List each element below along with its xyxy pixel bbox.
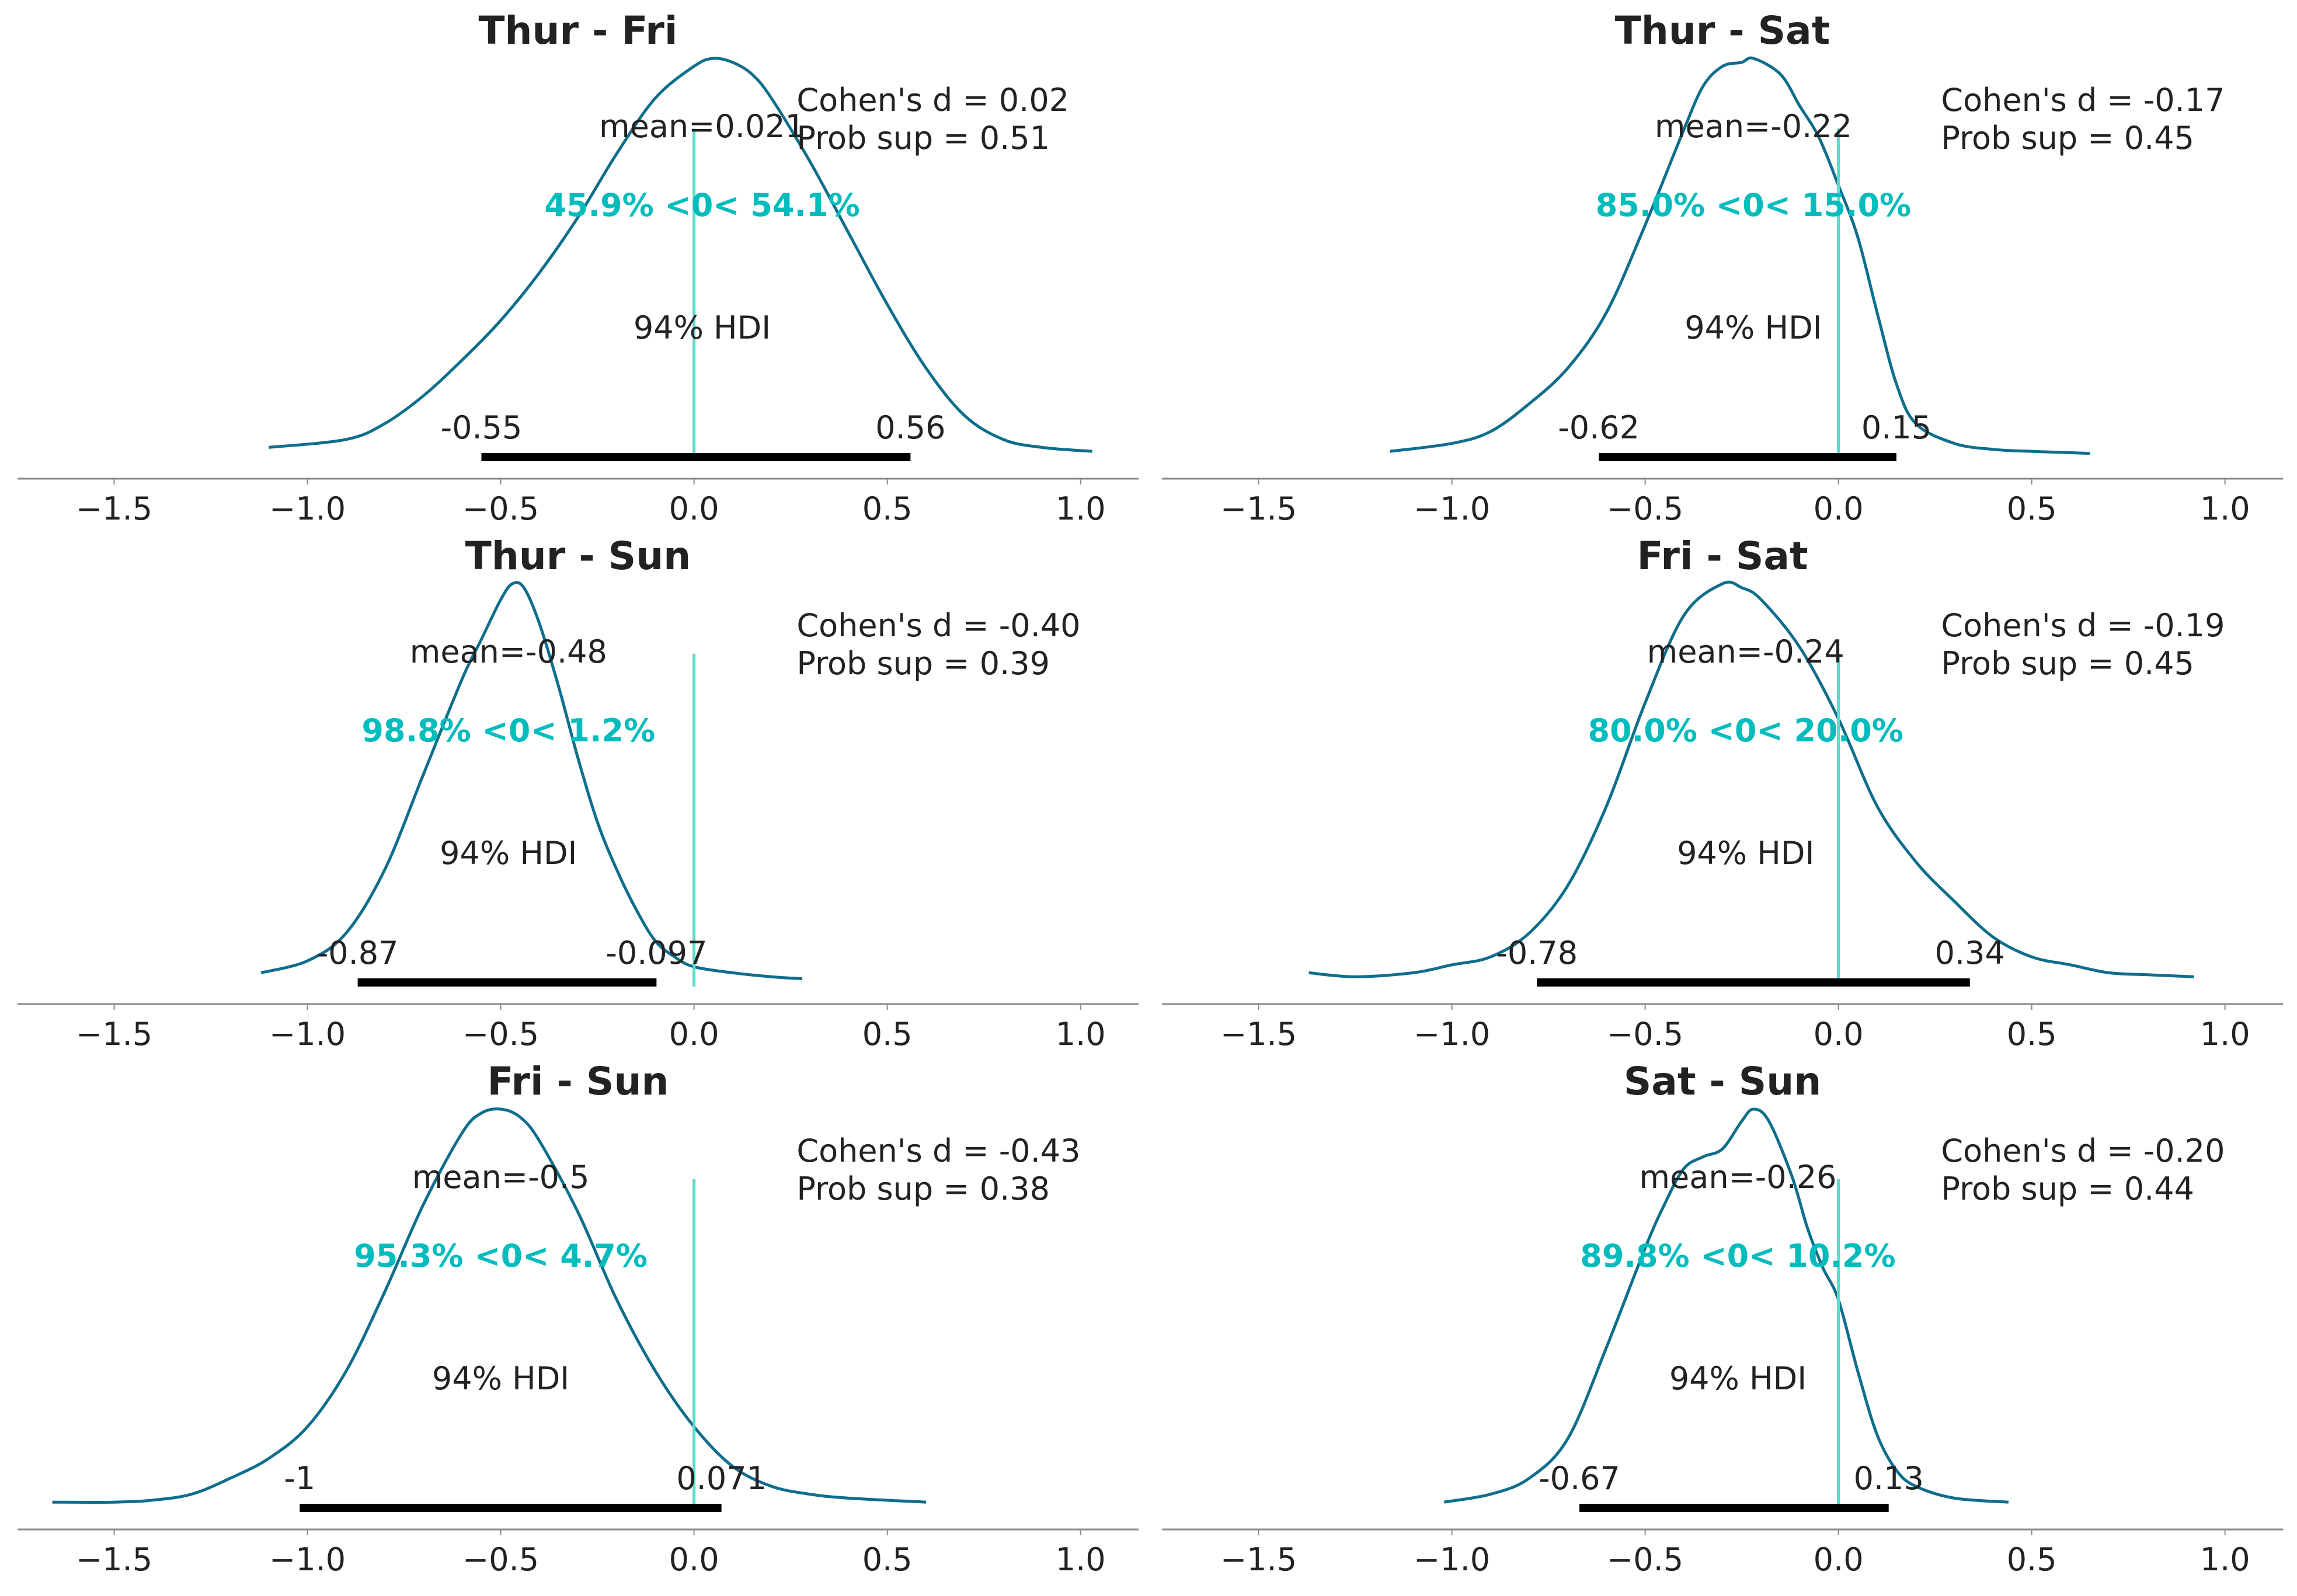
x-tick-label: 0.0 bbox=[669, 1541, 719, 1578]
panel-thur-fri: Thur - Fri −1.5 −1.0 −0.5 0.0 0.5 1.0 -0.55 0.56… bbox=[18, 8, 1139, 527]
hdi-low-label: -0.55 bbox=[441, 409, 523, 446]
x-tick-label: 0.0 bbox=[1814, 490, 1864, 527]
x-tick-label: 1.0 bbox=[1056, 1016, 1106, 1053]
panel-fri-sun: Fri - Sun −1.5 −1.0 −0.5 0.0 0.5 1.0 -1 0.071 94%… bbox=[18, 1059, 1139, 1578]
x-tick-label: −0.5 bbox=[462, 1016, 539, 1053]
panel-title: Fri - Sun bbox=[488, 1059, 669, 1104]
x-tick-label: 0.5 bbox=[2007, 1016, 2057, 1053]
x-tick-label: −1.0 bbox=[1414, 1541, 1490, 1578]
x-tick-label: 0.5 bbox=[2007, 490, 2057, 527]
hdi-high-label: 0.34 bbox=[1935, 935, 2005, 971]
hdi-label: 94% HDI bbox=[1685, 309, 1822, 346]
probability-label: 98.8% <0< 1.2% bbox=[361, 712, 655, 749]
mean-label: mean=-0.26 bbox=[1639, 1159, 1836, 1196]
prob-sup-label: Prob sup = 0.44 bbox=[1941, 1170, 2194, 1207]
cohens-d-label: Cohen's d = -0.19 bbox=[1941, 607, 2225, 644]
x-tick-label: 0.5 bbox=[862, 1016, 913, 1053]
hdi-label: 94% HDI bbox=[432, 1360, 569, 1397]
x-tick-label: 1.0 bbox=[2200, 1541, 2250, 1578]
mean-label: mean=-0.48 bbox=[410, 633, 607, 670]
hdi-low-label: -0.67 bbox=[1539, 1460, 1620, 1497]
mean-label: mean=-0.5 bbox=[412, 1159, 590, 1196]
density-curve bbox=[52, 1107, 927, 1504]
x-tick-label: −1.0 bbox=[269, 1016, 346, 1053]
density-curve bbox=[1308, 580, 2194, 978]
hdi-label: 94% HDI bbox=[440, 835, 577, 872]
hdi-label: 94% HDI bbox=[634, 309, 771, 346]
density-curve bbox=[1443, 1107, 2009, 1504]
x-tick-label: 1.0 bbox=[1056, 1541, 1106, 1578]
probability-label: 95.3% <0< 4.7% bbox=[354, 1238, 648, 1274]
probability-label: 85.0% <0< 15.0% bbox=[1596, 187, 1911, 224]
x-tick-label: −1.0 bbox=[1414, 490, 1490, 527]
x-tick-label: −0.5 bbox=[1607, 490, 1683, 527]
x-tick-label: 0.0 bbox=[1814, 1541, 1864, 1578]
mean-label: mean=-0.22 bbox=[1655, 108, 1852, 145]
panel-fri-sat: Fri - Sat −1.5 −1.0 −0.5 0.0 0.5 1.0 -0.78 0.34 9… bbox=[1162, 534, 2283, 1053]
x-tick-label: −0.5 bbox=[1607, 1016, 1683, 1053]
x-tick-label: −0.5 bbox=[462, 490, 539, 527]
probability-label: 80.0% <0< 20.0% bbox=[1588, 712, 1903, 749]
x-tick-label: 0.0 bbox=[669, 1016, 719, 1053]
x-tick-label: 0.0 bbox=[669, 490, 719, 527]
x-tick-label: 1.0 bbox=[2200, 490, 2250, 527]
panel-title: Thur - Sun bbox=[465, 534, 691, 579]
density-curve bbox=[1390, 56, 2090, 455]
probability-label: 45.9% <0< 54.1% bbox=[544, 187, 859, 224]
prob-sup-label: Prob sup = 0.39 bbox=[796, 645, 1050, 682]
x-tick-label: −1.5 bbox=[1220, 490, 1297, 527]
hdi-high-label: -0.097 bbox=[605, 935, 707, 971]
density-curve bbox=[260, 581, 803, 981]
panel-title: Thur - Sat bbox=[1615, 8, 1830, 53]
panel-title: Sat - Sun bbox=[1624, 1059, 1821, 1104]
cohens-d-label: Cohen's d = 0.02 bbox=[796, 82, 1069, 119]
x-tick-label: 0.5 bbox=[2007, 1541, 2057, 1578]
mean-label: mean=-0.24 bbox=[1647, 633, 1844, 670]
panel-thur-sun: Thur - Sun −1.5 −1.0 −0.5 0.0 0.5 1.0 -0.87 -0.0… bbox=[18, 534, 1139, 1053]
probability-label: 89.8% <0< 10.2% bbox=[1580, 1238, 1895, 1274]
hdi-low-label: -1 bbox=[284, 1460, 315, 1497]
x-tick-label: −1.0 bbox=[1414, 1016, 1490, 1053]
x-tick-label: −1.0 bbox=[269, 1541, 346, 1578]
x-tick-label: −1.5 bbox=[1220, 1016, 1297, 1053]
x-tick-label: −1.0 bbox=[269, 490, 346, 527]
x-tick-label: −1.5 bbox=[1220, 1541, 1297, 1578]
hdi-high-label: 0.15 bbox=[1861, 409, 1931, 446]
hdi-low-label: -0.87 bbox=[317, 935, 399, 971]
prob-sup-label: Prob sup = 0.51 bbox=[796, 120, 1050, 156]
x-tick-label: 0.5 bbox=[862, 1541, 913, 1578]
mean-label: mean=0.021 bbox=[599, 108, 805, 145]
x-tick-label: −1.5 bbox=[76, 490, 152, 527]
hdi-label: 94% HDI bbox=[1677, 835, 1814, 872]
hdi-low-label: -0.78 bbox=[1496, 935, 1578, 971]
prob-sup-label: Prob sup = 0.38 bbox=[796, 1170, 1050, 1207]
panel-title: Fri - Sat bbox=[1637, 534, 1808, 579]
panel-sat-sun: Sat - Sun −1.5 −1.0 −0.5 0.0 0.5 1.0 -0.67 0.13 9… bbox=[1162, 1059, 2283, 1578]
density-curve bbox=[269, 57, 1092, 453]
hdi-high-label: 0.13 bbox=[1854, 1460, 1924, 1497]
hdi-label: 94% HDI bbox=[1669, 1360, 1807, 1397]
cohens-d-label: Cohen's d = -0.40 bbox=[796, 607, 1080, 644]
x-tick-label: 1.0 bbox=[2200, 1016, 2250, 1053]
hdi-high-label: 0.071 bbox=[676, 1460, 767, 1497]
x-tick-label: −0.5 bbox=[462, 1541, 539, 1578]
x-tick-label: 0.5 bbox=[862, 490, 913, 527]
hdi-high-label: 0.56 bbox=[875, 409, 945, 446]
x-tick-label: −0.5 bbox=[1607, 1541, 1683, 1578]
panel-title: Thur - Fri bbox=[479, 8, 678, 53]
prob-sup-label: Prob sup = 0.45 bbox=[1941, 120, 2194, 156]
x-tick-label: 0.0 bbox=[1814, 1016, 1864, 1053]
x-tick-label: 1.0 bbox=[1056, 490, 1106, 527]
cohens-d-label: Cohen's d = -0.17 bbox=[1941, 82, 2225, 119]
x-tick-label: −1.5 bbox=[76, 1016, 152, 1053]
cohens-d-label: Cohen's d = -0.20 bbox=[1941, 1132, 2225, 1169]
prob-sup-label: Prob sup = 0.45 bbox=[1941, 645, 2194, 682]
x-tick-label: −1.5 bbox=[76, 1541, 152, 1578]
cohens-d-label: Cohen's d = -0.43 bbox=[796, 1132, 1080, 1169]
panel-thur-sat: Thur - Sat −1.5 −1.0 −0.5 0.0 0.5 1.0 -0.62 0.15… bbox=[1162, 8, 2283, 527]
hdi-low-label: -0.62 bbox=[1558, 409, 1640, 446]
